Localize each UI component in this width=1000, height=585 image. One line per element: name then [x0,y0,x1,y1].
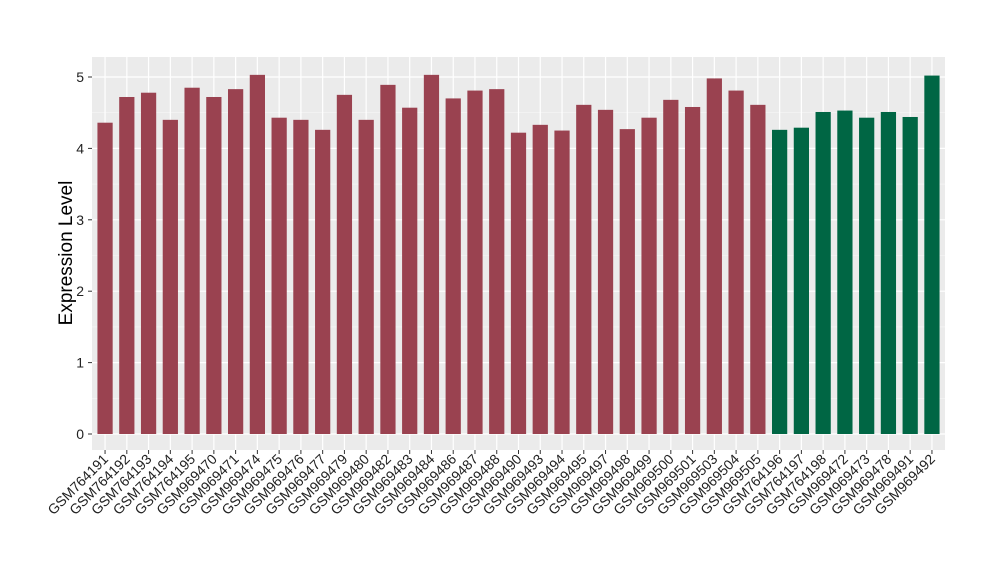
bar-GSM764197 [793,127,809,434]
bar-GSM969491 [902,116,918,434]
bar-GSM764193 [140,92,157,434]
bar-GSM764192 [119,96,135,434]
bar-GSM969500 [663,99,679,435]
bar-GSM969488 [489,89,505,434]
bar-GSM969492 [924,75,940,435]
bar-GSM969504 [728,90,744,434]
bar-GSM764195 [184,87,200,435]
bar-GSM764194 [162,119,178,434]
bar-GSM969490 [510,132,527,434]
y-tick-label: 2 [76,283,84,299]
bar-GSM969486 [445,98,461,435]
bar-GSM969484 [423,74,440,434]
bar-GSM969493 [532,124,548,434]
bar-GSM969477 [315,129,331,434]
bar-GSM969478 [880,111,897,435]
bar-GSM969480 [358,119,374,434]
bar-GSM969487 [467,90,483,434]
bar-GSM969473 [859,117,875,434]
bar-GSM969505 [750,104,766,434]
bar-GSM764196 [772,129,788,434]
y-tick-label: 4 [76,140,84,156]
bar-GSM969498 [619,129,635,434]
bar-GSM969476 [293,119,309,434]
bar-GSM969503 [706,78,722,434]
bar-GSM969474 [249,74,265,434]
bar-GSM969470 [206,96,222,434]
y-tick-label: 5 [76,69,84,85]
bar-GSM969483 [402,107,418,435]
bar-GSM764191 [97,122,113,435]
bar-GSM969471 [228,89,244,434]
bar-GSM969482 [380,84,396,434]
y-tick-label: 0 [76,426,84,442]
bar-GSM969472 [837,110,853,435]
y-axis-label: Expression Level [56,181,77,326]
y-tick-label: 3 [76,212,84,228]
bar-GSM969495 [576,104,592,434]
y-tick-label: 1 [76,355,84,371]
bar-GSM969497 [597,109,614,435]
bar-GSM764198 [815,111,831,435]
bar-GSM969499 [641,117,657,434]
bar-GSM969475 [271,117,287,434]
bar-GSM969494 [554,130,570,435]
bar-GSM969479 [336,94,353,434]
bar-GSM969501 [684,106,701,434]
